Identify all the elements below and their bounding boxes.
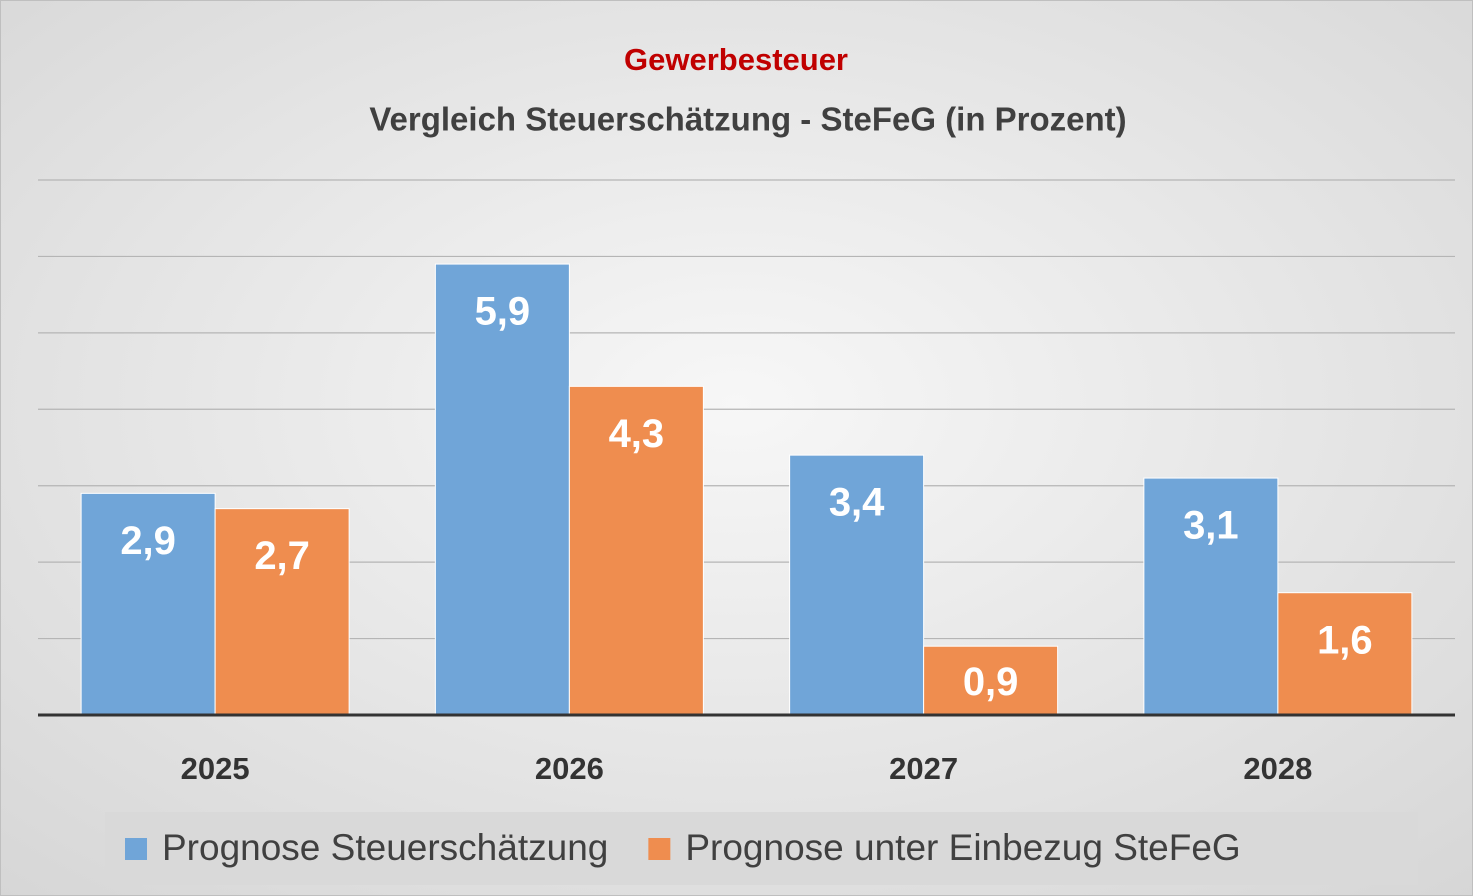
legend-label: Prognose Steuerschätzung [162,827,608,868]
data-label: 0,9 [963,660,1019,704]
bar [80,492,216,716]
legend-box [105,812,1418,885]
legend-label: Prognose unter Einbezug SteFeG [685,827,1240,868]
x-tick-label: 2028 [1243,751,1312,786]
chart-title: Gewerbesteuer [624,42,848,77]
x-tick-label: 2025 [181,751,250,786]
bar [923,645,1059,716]
legend-swatch [648,838,671,860]
data-label: 3,1 [1183,504,1239,548]
data-label: 5,9 [475,290,531,334]
bar [1277,592,1413,716]
bar [214,508,350,716]
data-label: 2,9 [120,519,176,563]
legend-swatch [125,838,147,860]
bar [568,385,704,716]
x-tick-label: 2027 [889,751,958,786]
chart-subtitle: Vergleich Steuerschätzung - SteFeG (in P… [369,101,1126,138]
data-label: 4,3 [609,412,665,456]
data-label: 3,4 [829,481,885,525]
bar [789,454,925,716]
x-tick-label: 2026 [535,751,604,786]
bar [434,263,570,716]
data-label: 1,6 [1317,618,1373,662]
data-label: 2,7 [254,534,310,578]
